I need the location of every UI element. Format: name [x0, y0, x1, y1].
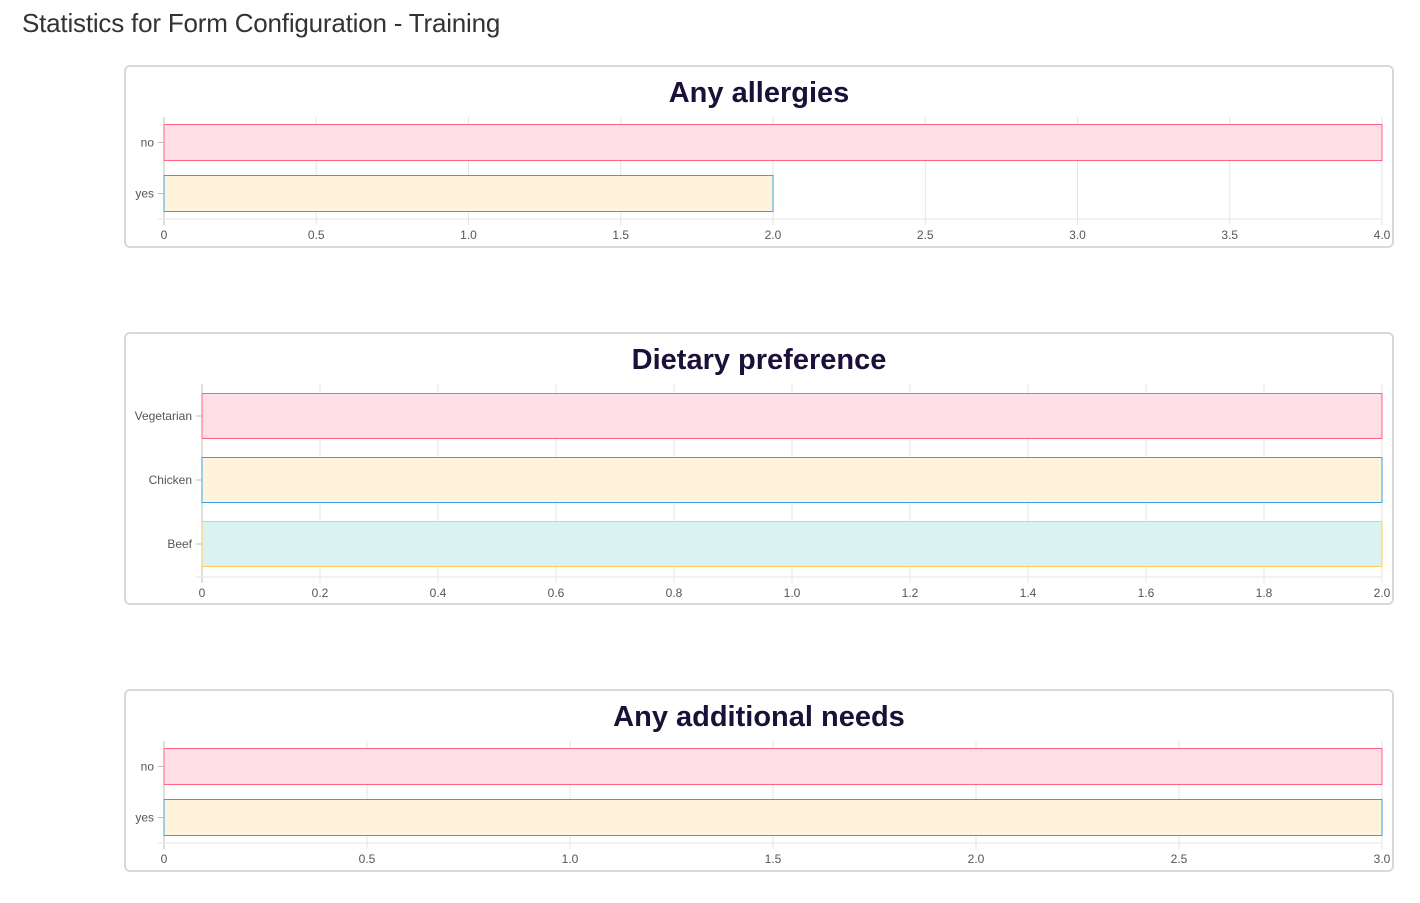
- x-tick-label: 1.8: [1256, 586, 1273, 600]
- x-tick-label: 0: [161, 852, 168, 866]
- x-tick-label: 2.0: [765, 228, 782, 242]
- x-tick-label: 0.6: [548, 586, 565, 600]
- x-tick-label: 3.5: [1221, 228, 1238, 242]
- category-label: Chicken: [149, 473, 192, 487]
- x-tick-label: 2.0: [1374, 586, 1391, 600]
- x-tick-label: 1.4: [1020, 586, 1037, 600]
- x-tick-label: 2.5: [1171, 852, 1188, 866]
- chart-panel-dietary-preference: Dietary preference 0 0.2 0.4 0.6 0.8 1.0 1.2 1.…: [124, 332, 1394, 605]
- x-tick-label: 0.4: [430, 586, 447, 600]
- x-tick-label: 1.6: [1138, 586, 1155, 600]
- x-tick-label: 0: [161, 228, 168, 242]
- x-tick-label: 0.8: [666, 586, 683, 600]
- x-tick-label: 0.5: [308, 228, 325, 242]
- x-tick-label: 1.0: [562, 852, 579, 866]
- category-label: no: [141, 136, 155, 150]
- category-label: yes: [135, 811, 154, 825]
- chart-panel-allergies: Any allergies 0 0.5 1.0 1.5 2.0 2.5 3.0 3.5 4.0 n…: [124, 65, 1394, 248]
- x-tick-label: 3.0: [1069, 228, 1086, 242]
- x-tick-label: 0: [199, 586, 206, 600]
- chart-panel-additional-needs: Any additional needs 0 0.5 1.0 1.5 2.0 2.5 3.0…: [124, 689, 1394, 872]
- bar-yes: [163, 799, 1383, 836]
- bar-chicken: [201, 457, 1383, 503]
- bar-no: [163, 124, 1383, 161]
- x-tick-label: 1.0: [784, 586, 801, 600]
- x-tick-label: 3.0: [1374, 852, 1391, 866]
- x-tick-label: 0.5: [359, 852, 376, 866]
- x-tick-label: 1.2: [902, 586, 919, 600]
- x-tick-label: 0.2: [312, 586, 329, 600]
- category-label: no: [141, 760, 155, 774]
- page-title: Statistics for Form Configuration - Trai…: [22, 8, 501, 38]
- x-tick-label: 1.5: [612, 228, 629, 242]
- bar-chart-dietary-preference: 0 0.2 0.4 0.6 0.8 1.0 1.2 1.4 1.6 1.8 2.0 Vegetaria…: [135, 384, 1391, 600]
- x-tick-label: 4.0: [1374, 228, 1391, 242]
- bar-chart-additional-needs: 0 0.5 1.0 1.5 2.0 2.5 3.0 no yes: [135, 741, 1391, 866]
- category-label: Vegetarian: [135, 409, 192, 423]
- x-tick-label: 1.5: [765, 852, 782, 866]
- bar-chart-allergies: 0 0.5 1.0 1.5 2.0 2.5 3.0 3.5 4.0 no yes: [135, 117, 1391, 242]
- x-tick-label: 2.0: [968, 852, 985, 866]
- bar-no: [163, 748, 1383, 785]
- bar-yes: [163, 175, 774, 212]
- bar-beef: [201, 521, 1383, 567]
- chart-title: Dietary preference: [631, 344, 887, 376]
- chart-title: Any allergies: [668, 77, 850, 109]
- x-tick-label: 1.0: [460, 228, 477, 242]
- chart-title: Any additional needs: [613, 701, 905, 733]
- category-label: yes: [135, 187, 154, 201]
- bar-vegetarian: [201, 393, 1383, 439]
- x-tick-label: 2.5: [917, 228, 934, 242]
- category-label: Beef: [167, 537, 192, 551]
